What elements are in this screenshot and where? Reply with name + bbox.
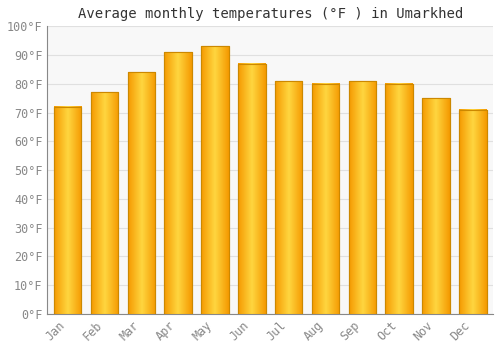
Bar	[54, 107, 82, 314]
Bar	[164, 52, 192, 314]
Bar	[275, 81, 302, 314]
Bar	[128, 72, 155, 314]
Bar	[312, 84, 340, 314]
Bar	[164, 52, 192, 314]
Title: Average monthly temperatures (°F ) in Umarkhed: Average monthly temperatures (°F ) in Um…	[78, 7, 463, 21]
Bar	[422, 98, 450, 314]
Bar	[201, 47, 229, 314]
Bar	[238, 64, 266, 314]
Bar	[422, 98, 450, 314]
Bar	[275, 81, 302, 314]
Bar	[128, 72, 155, 314]
Bar	[238, 64, 266, 314]
Bar	[54, 107, 82, 314]
Bar	[459, 110, 486, 314]
Bar	[312, 84, 340, 314]
Bar	[386, 84, 413, 314]
Bar	[459, 110, 486, 314]
Bar	[201, 47, 229, 314]
Bar	[348, 81, 376, 314]
Bar	[348, 81, 376, 314]
Bar	[386, 84, 413, 314]
Bar	[90, 92, 118, 314]
Bar	[90, 92, 118, 314]
